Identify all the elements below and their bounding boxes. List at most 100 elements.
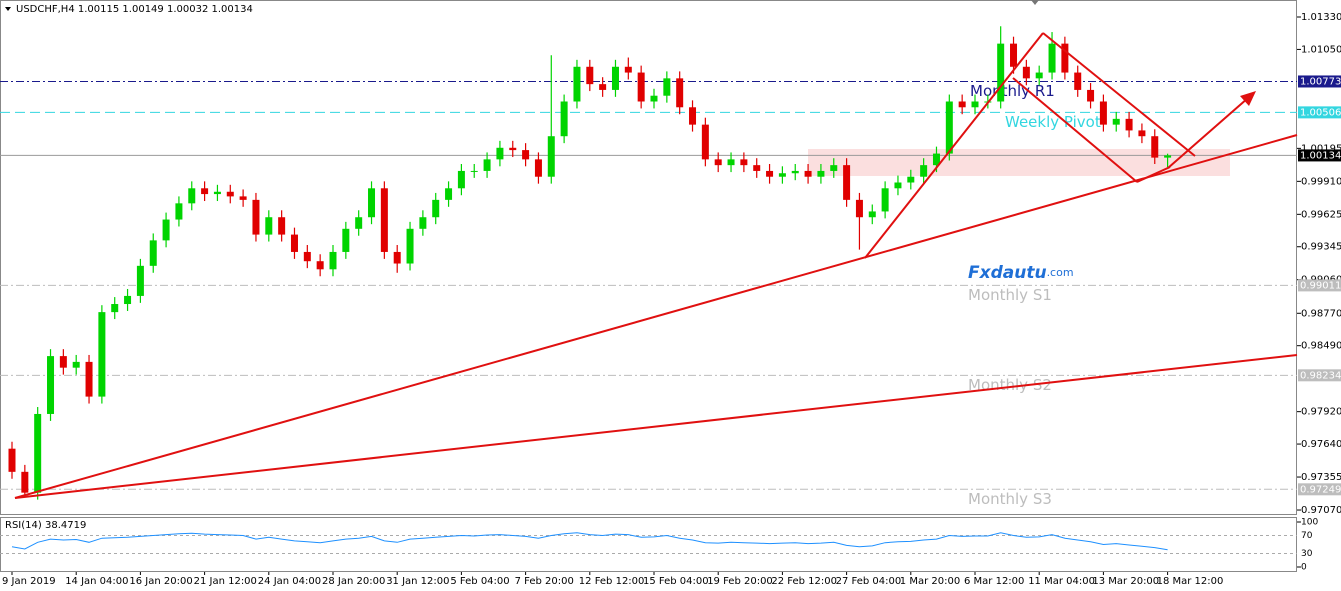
- candle-body: [907, 176, 915, 183]
- watermark: Fxdautu.com: [968, 263, 1074, 283]
- x-tick-label: 28 Jan 20:00: [322, 576, 385, 587]
- candle-body: [650, 95, 658, 102]
- x-tick-label: 11 Mar 04:00: [1028, 576, 1095, 587]
- arrow-head: [1240, 91, 1256, 106]
- candle-body: [676, 78, 684, 108]
- x-tick-label: 5 Feb 04:00: [450, 576, 509, 587]
- candle-body: [547, 136, 555, 177]
- menu-marker: [5, 7, 11, 11]
- candle-body: [213, 191, 221, 195]
- candle-body: [136, 265, 144, 296]
- candles: [8, 26, 1172, 500]
- candle-body: [637, 72, 645, 102]
- rsi-tick-label: 0: [1301, 563, 1307, 573]
- y-tick-label: 0.98770: [1301, 308, 1341, 319]
- candle-body: [624, 66, 632, 73]
- candle-body: [85, 361, 93, 397]
- candle-body: [496, 147, 504, 160]
- x-tick-label: 15 Feb 04:00: [643, 576, 709, 587]
- rsi-last: 38.4719: [45, 520, 86, 531]
- candle-body: [804, 170, 812, 177]
- candle-body: [342, 228, 350, 252]
- candle-body: [663, 78, 671, 96]
- trend-line: [14, 134, 1298, 499]
- candle-body: [1010, 43, 1018, 67]
- candle-body: [316, 261, 324, 270]
- y-tick-label: 0.99625: [1301, 209, 1341, 220]
- rsi-tick-label: 100: [1301, 518, 1318, 528]
- candle-body: [509, 147, 517, 151]
- candle-body: [958, 101, 966, 108]
- x-tick-label: 13 Mar 20:00: [1092, 576, 1159, 587]
- drawings: [14, 32, 1298, 499]
- candle-body: [881, 188, 889, 212]
- rsi-name: RSI(14): [5, 520, 42, 531]
- candle-body: [445, 188, 453, 200]
- candle-body: [1022, 66, 1030, 79]
- candle-body: [560, 101, 568, 137]
- main-panel-frame: [0, 0, 1297, 515]
- trend-line: [864, 32, 1044, 259]
- candle-body: [522, 150, 530, 160]
- candle-body: [98, 312, 106, 397]
- candle-body: [817, 170, 825, 177]
- candle-body: [599, 84, 607, 90]
- candle-body: [406, 228, 414, 264]
- ohlc-close: 1.00134: [212, 4, 253, 15]
- candle-body: [1074, 72, 1082, 90]
- candle-body: [162, 219, 170, 241]
- candle-body: [111, 304, 119, 313]
- candle-body: [226, 191, 234, 197]
- axes: 1.01330 1.01050 1.00195 0.99910 0.99625 0.993…: [0, 12, 1341, 587]
- level-name: Monthly S1: [968, 286, 1052, 304]
- candle-body: [470, 170, 478, 172]
- x-tick-label: 14 Jan 04:00: [65, 576, 128, 587]
- candle-body: [329, 251, 337, 270]
- candle-body: [766, 170, 774, 177]
- ohlc-high: 1.00149: [122, 4, 163, 15]
- y-tick-label: 1.00195: [1301, 143, 1341, 154]
- candle-body: [971, 101, 979, 108]
- x-tick-label: 19 Feb 20:00: [707, 576, 773, 587]
- candle-body: [21, 471, 29, 493]
- y-tick-label: 0.99910: [1301, 176, 1341, 187]
- x-tick-label: 24 Jan 04:00: [258, 576, 321, 587]
- candle-body: [124, 295, 132, 305]
- candle-body: [1112, 118, 1120, 125]
- candle-body: [611, 66, 619, 90]
- y-tick-label: 0.99345: [1301, 242, 1341, 253]
- candle-body: [149, 240, 157, 266]
- candle-body: [432, 199, 440, 218]
- candle-body: [8, 448, 16, 472]
- candle-body: [355, 217, 363, 229]
- x-tick-label: 12 Feb 12:00: [579, 576, 645, 587]
- candle-body: [188, 188, 196, 204]
- ohlc-low: 1.00032: [167, 4, 208, 15]
- candle-body: [47, 356, 55, 414]
- candle-body: [1125, 118, 1133, 131]
- y-tick-label: 0.97355: [1301, 472, 1341, 483]
- trend-line: [14, 354, 1298, 499]
- candle-body: [1035, 72, 1043, 79]
- candle-body: [920, 165, 928, 177]
- candle-body: [34, 413, 42, 493]
- level-price-label: 0.98234: [1300, 370, 1341, 381]
- shift-marker: [1031, 0, 1039, 5]
- x-tick-label: 27 Feb 04:00: [836, 576, 902, 587]
- candle-body: [393, 251, 401, 264]
- candle-body: [1099, 101, 1107, 125]
- level-price-label: 1.00773: [1300, 76, 1341, 87]
- channel-line: [1042, 32, 1196, 157]
- candle-body: [290, 234, 298, 252]
- candle-body: [740, 159, 748, 166]
- x-tick-label: 18 Mar 12:00: [1157, 576, 1224, 587]
- y-tick-label: 0.97640: [1301, 439, 1341, 450]
- candle-body: [201, 188, 209, 195]
- candle-body: [265, 217, 273, 235]
- symbol: USDCHF,H4: [16, 4, 75, 15]
- level-name: Monthly R1: [970, 82, 1055, 100]
- candle-body: [753, 165, 761, 171]
- candle-body: [894, 182, 902, 189]
- candle-body: [573, 66, 581, 102]
- x-tick-label: 9 Jan 2019: [2, 576, 56, 587]
